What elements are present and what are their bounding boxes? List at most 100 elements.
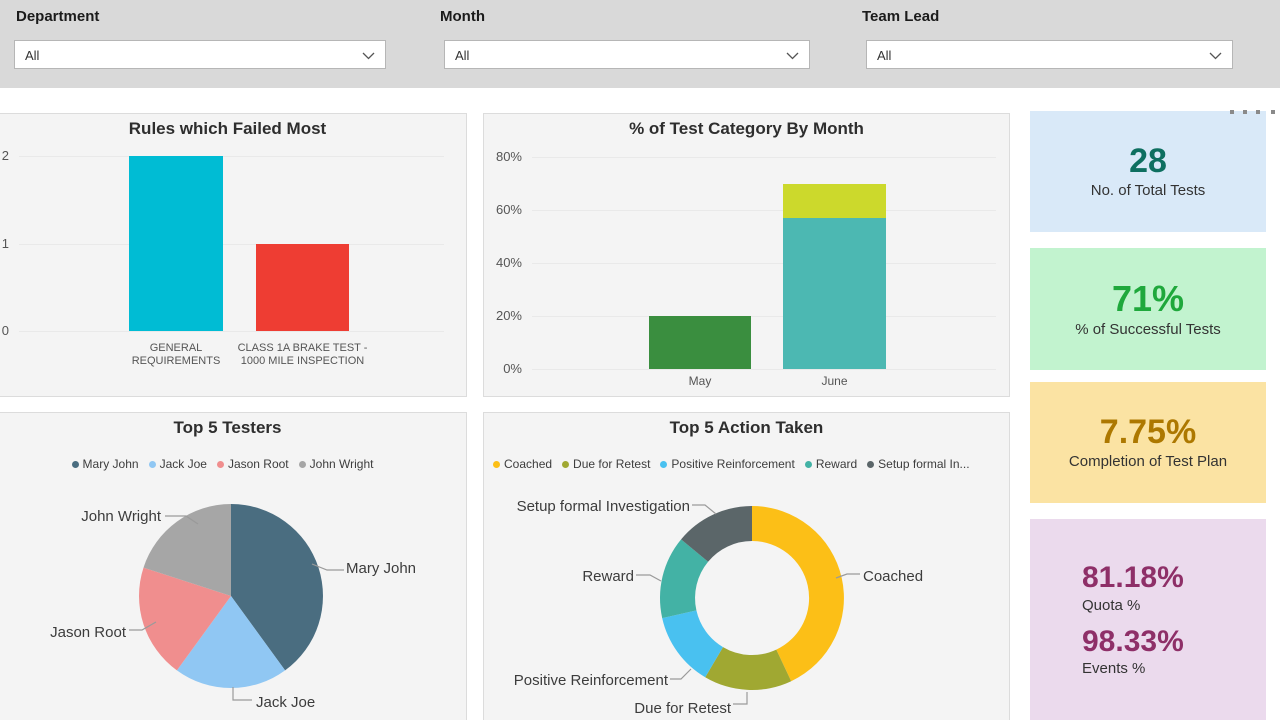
chevron-down-icon <box>362 52 375 60</box>
x-axis-label: CLASS 1A BRAKE TEST - 1000 MILE INSPECTI… <box>237 342 368 367</box>
panel-test-category-by-month: % of Test Category By Month 80% 60% 40% 20%… <box>483 113 1010 397</box>
pie-slice-jason-root[interactable] <box>139 567 231 671</box>
donut-label-coached: Coached <box>863 568 924 585</box>
legend-item-reward[interactable]: Reward <box>804 457 857 471</box>
filter-label-team-lead: Team Lead <box>862 8 940 25</box>
y-axis-tick: 0% <box>503 361 522 376</box>
donut-label-setup-formal-investigation: Setup formal Investigation <box>516 498 690 515</box>
kpi-metric-events: 98.33% Events % <box>1082 625 1184 677</box>
panel-rules-which-failed-most: Rules which Failed Most 2 1 0 GENERAL REQUI… <box>0 113 467 397</box>
y-axis-tick: 0 <box>1 323 9 338</box>
kpi-label-quota: Quota % <box>1082 596 1141 614</box>
department-dropdown[interactable]: All <box>14 40 386 69</box>
legend-item-mary-john[interactable]: Mary John <box>71 457 139 471</box>
legend-dot-icon <box>216 460 224 468</box>
chart-title-top-testers: Top 5 Testers <box>173 418 282 437</box>
y-axis-tick: 2 <box>1 148 9 163</box>
chart-title-test-category: % of Test Category By Month <box>629 119 864 138</box>
legend-item-jason-root[interactable]: Jason Root <box>216 457 289 471</box>
legend-label: Setup formal In... <box>878 457 970 471</box>
pie-label-jack-joe: Jack Joe <box>256 694 316 711</box>
callout-line <box>835 573 860 579</box>
kpi-value-successful-tests: 71% <box>1111 278 1185 320</box>
donut-legend: Coached Due for Retest Positive Reinforcem… <box>493 457 1005 471</box>
donut-slice-setup-formal-investigation[interactable] <box>681 506 752 562</box>
month-dropdown[interactable]: All <box>444 40 810 69</box>
callout-line <box>692 504 717 515</box>
bar-class-1a-brake-test-1000-mile-inspection[interactable] <box>256 243 349 331</box>
y-axis-tick: 80% <box>495 149 522 164</box>
x-axis-label: May <box>688 374 712 388</box>
stack-segment-unlabeled-yellow-green-june[interactable] <box>783 183 886 218</box>
legend-dot-icon <box>562 460 570 468</box>
chart-title-top-actions: Top 5 Action Taken <box>669 418 824 437</box>
kpi-label-successful-tests: % of Successful Tests <box>1075 320 1221 338</box>
donut-slice-coached[interactable] <box>752 506 844 682</box>
gridline <box>19 331 444 332</box>
legend-label: Jason Root <box>227 457 289 471</box>
legend-dot-icon <box>148 460 156 468</box>
gridline <box>532 369 996 370</box>
stack-segment-unlabeled-green-may[interactable] <box>649 316 751 369</box>
legend-dot-icon <box>804 460 812 468</box>
y-axis-tick: 20% <box>495 308 522 323</box>
legend-item-due-for-retest[interactable]: Due for Retest <box>562 457 650 471</box>
gridline <box>532 316 996 317</box>
callout-line <box>636 574 662 582</box>
filter-bar: Department All Month All Team Lead All <box>0 0 1280 88</box>
legend-item-positive-reinforcement[interactable]: Positive Reinforcement <box>660 457 795 471</box>
pie-label-john-wright: John Wright <box>81 508 161 525</box>
donut-label-due-for-retest: Due for Retest <box>634 700 731 717</box>
chart-title-rules-failed: Rules which Failed Most <box>128 119 327 138</box>
donut-slice-due-for-retest[interactable] <box>705 647 792 690</box>
kpi-label-events: Events % <box>1082 660 1146 677</box>
more-options-icon[interactable] <box>1230 110 1269 114</box>
x-axis-label: GENERAL REQUIREMENTS <box>131 342 221 367</box>
kpi-value-completion: 7.75% <box>1099 412 1197 451</box>
legend-dot-icon <box>71 460 79 468</box>
pie-chart-top-5-testers <box>129 504 344 701</box>
gridline <box>532 210 996 211</box>
stack-segment-unlabeled-teal-june[interactable] <box>783 217 886 369</box>
donut-slice-reward[interactable] <box>659 539 709 619</box>
legend-item-coached[interactable]: Coached <box>493 457 552 471</box>
y-axis-tick: 60% <box>495 202 522 217</box>
bar-general-requirements[interactable] <box>129 156 223 331</box>
edge-dot-icon <box>1271 110 1280 114</box>
team-lead-dropdown[interactable]: All <box>866 40 1233 69</box>
legend-item-john-wright[interactable]: John Wright <box>298 457 374 471</box>
callout-line <box>129 621 157 631</box>
panel-top-5-action-taken: Top 5 Action Taken Coached Due for Retest… <box>483 412 1010 720</box>
donut-slice-positive-reinforcement[interactable] <box>662 610 723 678</box>
stacked-bar-chart-test-category: 80% 60% 40% 20% 0% May June <box>484 114 1009 396</box>
legend-dot-icon <box>298 460 306 468</box>
pie-slice-john-wright[interactable] <box>143 504 232 596</box>
pie-legend: Mary John Jack Joe Jason Root John Wright <box>0 457 466 471</box>
filter-label-department: Department <box>16 8 100 25</box>
pie-slice-mary-john[interactable] <box>231 504 323 671</box>
pie-label-jason-root: Jason Root <box>50 624 126 641</box>
team-lead-dropdown-value: All <box>877 48 892 63</box>
gridline <box>532 157 996 158</box>
callout-line <box>232 687 252 701</box>
legend-label: Coached <box>504 457 553 471</box>
pie-slice-jack-joe[interactable] <box>176 596 286 688</box>
legend-dot-icon <box>493 460 500 468</box>
legend-label: John Wright <box>309 457 374 471</box>
month-dropdown-value: All <box>455 48 470 63</box>
legend-item-setup-formal-in[interactable]: Setup formal In... <box>867 457 970 471</box>
kpi-card-quota-events: 81.18% Quota % 98.33% Events % <box>1030 519 1266 720</box>
department-dropdown-value: All <box>25 48 40 63</box>
kpi-card-completion-of-test-plan: 7.75% Completion of Test Plan <box>1030 382 1266 503</box>
donut-label-positive-reinforcement: Positive Reinforcement <box>513 672 668 689</box>
donut-chart-top-5-actions <box>636 504 860 705</box>
pie-label-mary-john: Mary John <box>346 560 417 577</box>
legend-item-jack-joe[interactable]: Jack Joe <box>148 457 207 471</box>
legend-dot-icon <box>660 460 668 468</box>
chevron-down-icon <box>786 52 799 60</box>
gridline <box>19 243 444 245</box>
legend-dot-icon <box>867 460 875 468</box>
kpi-card-no-of-total-tests: 28 No. of Total Tests <box>1030 111 1266 232</box>
y-axis-tick: 1 <box>1 235 9 251</box>
